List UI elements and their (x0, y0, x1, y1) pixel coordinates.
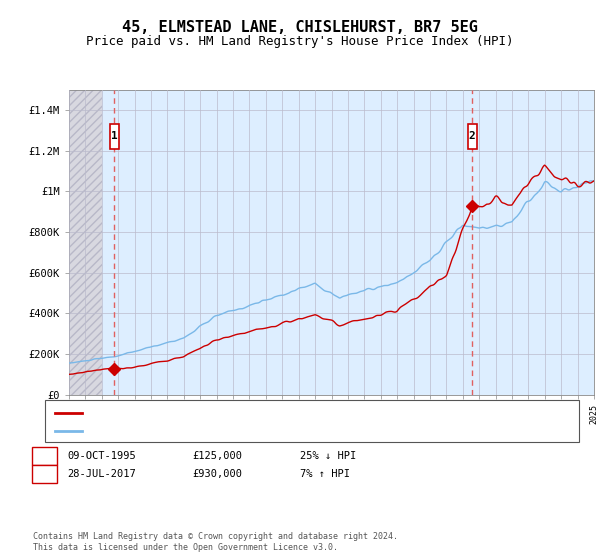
Text: 7% ↑ HPI: 7% ↑ HPI (300, 469, 350, 479)
Text: 25% ↓ HPI: 25% ↓ HPI (300, 451, 356, 461)
Text: £930,000: £930,000 (192, 469, 242, 479)
Text: 2: 2 (41, 469, 47, 479)
Text: 1: 1 (41, 451, 47, 461)
Text: Price paid vs. HM Land Registry's House Price Index (HPI): Price paid vs. HM Land Registry's House … (86, 35, 514, 48)
FancyBboxPatch shape (110, 124, 119, 148)
Text: 45, ELMSTEAD LANE, CHISLEHURST, BR7 5EG (detached house): 45, ELMSTEAD LANE, CHISLEHURST, BR7 5EG … (88, 408, 417, 418)
Text: 1: 1 (111, 132, 118, 141)
Text: Contains HM Land Registry data © Crown copyright and database right 2024.
This d: Contains HM Land Registry data © Crown c… (33, 532, 398, 552)
Text: HPI: Average price, detached house, Bromley: HPI: Average price, detached house, Brom… (88, 426, 341, 436)
Text: 09-OCT-1995: 09-OCT-1995 (67, 451, 136, 461)
FancyBboxPatch shape (467, 124, 476, 148)
Text: 28-JUL-2017: 28-JUL-2017 (67, 469, 136, 479)
Text: £125,000: £125,000 (192, 451, 242, 461)
Text: 2: 2 (469, 132, 475, 141)
Text: 45, ELMSTEAD LANE, CHISLEHURST, BR7 5EG: 45, ELMSTEAD LANE, CHISLEHURST, BR7 5EG (122, 20, 478, 35)
